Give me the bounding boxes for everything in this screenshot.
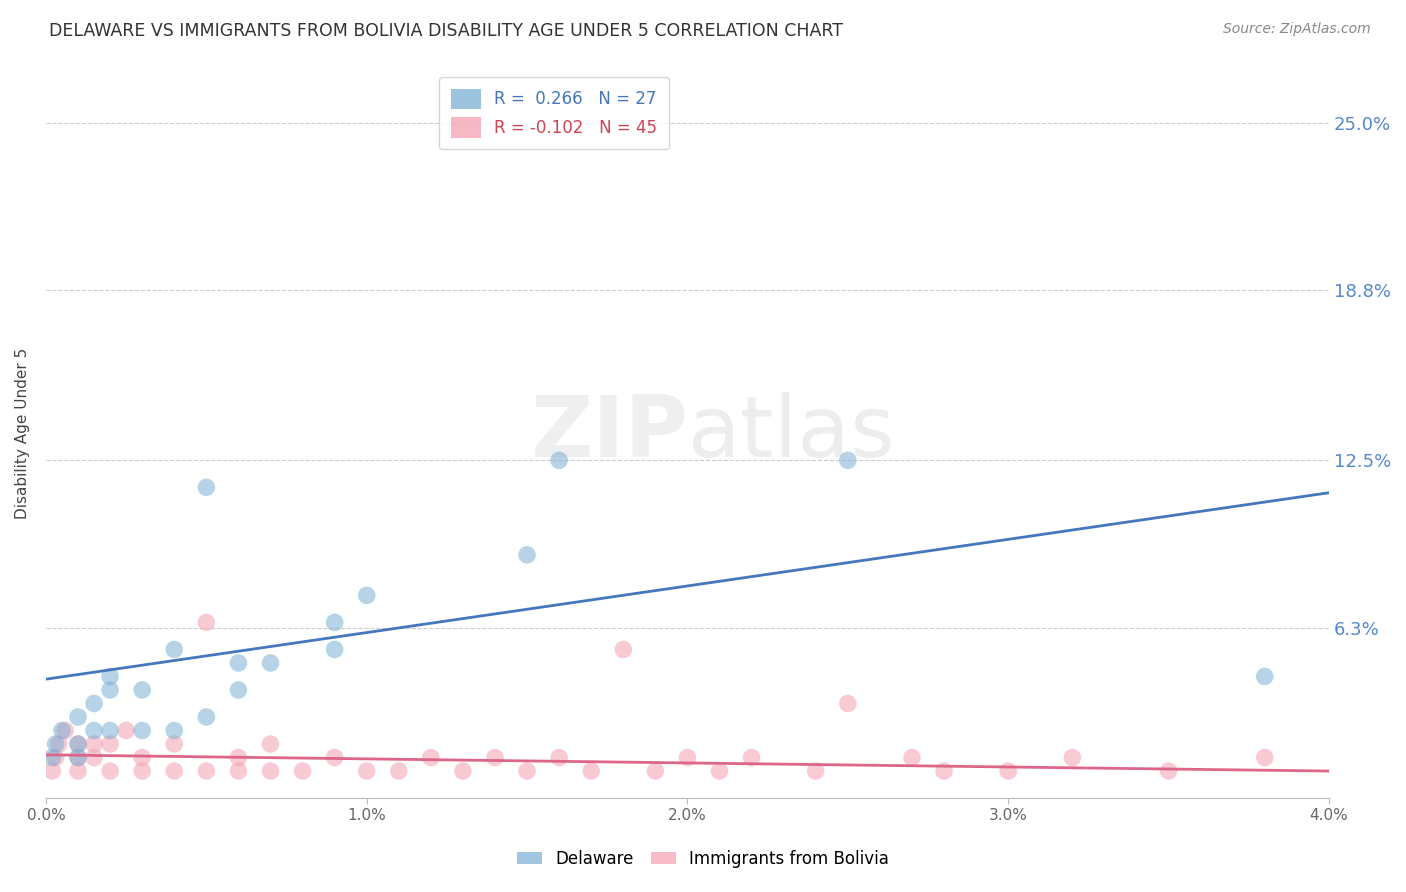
Point bbox=[901, 750, 924, 764]
Point bbox=[709, 764, 731, 778]
Point bbox=[98, 723, 121, 738]
Text: atlas: atlas bbox=[688, 392, 896, 475]
Point bbox=[451, 764, 474, 778]
Point bbox=[259, 737, 281, 751]
Point bbox=[83, 697, 105, 711]
Point bbox=[676, 750, 699, 764]
Point bbox=[228, 764, 250, 778]
Point bbox=[356, 764, 378, 778]
Point bbox=[83, 750, 105, 764]
Point bbox=[484, 750, 506, 764]
Point bbox=[291, 764, 314, 778]
Point bbox=[323, 615, 346, 630]
Point bbox=[67, 750, 90, 764]
Point bbox=[195, 764, 218, 778]
Point bbox=[45, 750, 67, 764]
Point bbox=[1254, 750, 1277, 764]
Point bbox=[98, 669, 121, 683]
Point bbox=[67, 737, 90, 751]
Point bbox=[131, 750, 153, 764]
Point bbox=[67, 737, 90, 751]
Point bbox=[163, 642, 186, 657]
Point bbox=[67, 764, 90, 778]
Point bbox=[388, 764, 411, 778]
Point bbox=[323, 642, 346, 657]
Point bbox=[548, 453, 571, 467]
Point bbox=[837, 697, 859, 711]
Point bbox=[997, 764, 1019, 778]
Point bbox=[98, 683, 121, 698]
Legend: Delaware, Immigrants from Bolivia: Delaware, Immigrants from Bolivia bbox=[510, 844, 896, 875]
Point bbox=[131, 723, 153, 738]
Point bbox=[228, 750, 250, 764]
Point bbox=[932, 764, 955, 778]
Point bbox=[98, 764, 121, 778]
Point bbox=[259, 656, 281, 670]
Legend: R =  0.266   N = 27, R = -0.102   N = 45: R = 0.266 N = 27, R = -0.102 N = 45 bbox=[439, 77, 669, 149]
Point bbox=[323, 750, 346, 764]
Point bbox=[1157, 764, 1180, 778]
Text: ZIP: ZIP bbox=[530, 392, 688, 475]
Point bbox=[259, 764, 281, 778]
Point bbox=[48, 737, 70, 751]
Point bbox=[516, 548, 538, 562]
Point bbox=[1254, 669, 1277, 683]
Point bbox=[67, 710, 90, 724]
Point bbox=[163, 737, 186, 751]
Text: DELAWARE VS IMMIGRANTS FROM BOLIVIA DISABILITY AGE UNDER 5 CORRELATION CHART: DELAWARE VS IMMIGRANTS FROM BOLIVIA DISA… bbox=[49, 22, 844, 40]
Point bbox=[83, 723, 105, 738]
Point bbox=[98, 737, 121, 751]
Point bbox=[45, 737, 67, 751]
Point bbox=[228, 683, 250, 698]
Point bbox=[419, 750, 441, 764]
Point bbox=[115, 723, 138, 738]
Point bbox=[51, 723, 73, 738]
Point bbox=[195, 615, 218, 630]
Point bbox=[53, 723, 76, 738]
Point bbox=[67, 750, 90, 764]
Point bbox=[837, 453, 859, 467]
Point bbox=[163, 764, 186, 778]
Point bbox=[612, 642, 634, 657]
Point bbox=[228, 656, 250, 670]
Point bbox=[83, 737, 105, 751]
Point bbox=[548, 750, 571, 764]
Point bbox=[356, 589, 378, 603]
Point bbox=[1062, 750, 1084, 764]
Point bbox=[41, 764, 63, 778]
Y-axis label: Disability Age Under 5: Disability Age Under 5 bbox=[15, 348, 30, 519]
Point bbox=[131, 683, 153, 698]
Point bbox=[195, 480, 218, 494]
Point bbox=[741, 750, 763, 764]
Text: Source: ZipAtlas.com: Source: ZipAtlas.com bbox=[1223, 22, 1371, 37]
Point bbox=[41, 750, 63, 764]
Point bbox=[579, 764, 602, 778]
Point bbox=[644, 764, 666, 778]
Point bbox=[195, 710, 218, 724]
Point bbox=[163, 723, 186, 738]
Point bbox=[804, 764, 827, 778]
Point bbox=[131, 764, 153, 778]
Point bbox=[516, 764, 538, 778]
